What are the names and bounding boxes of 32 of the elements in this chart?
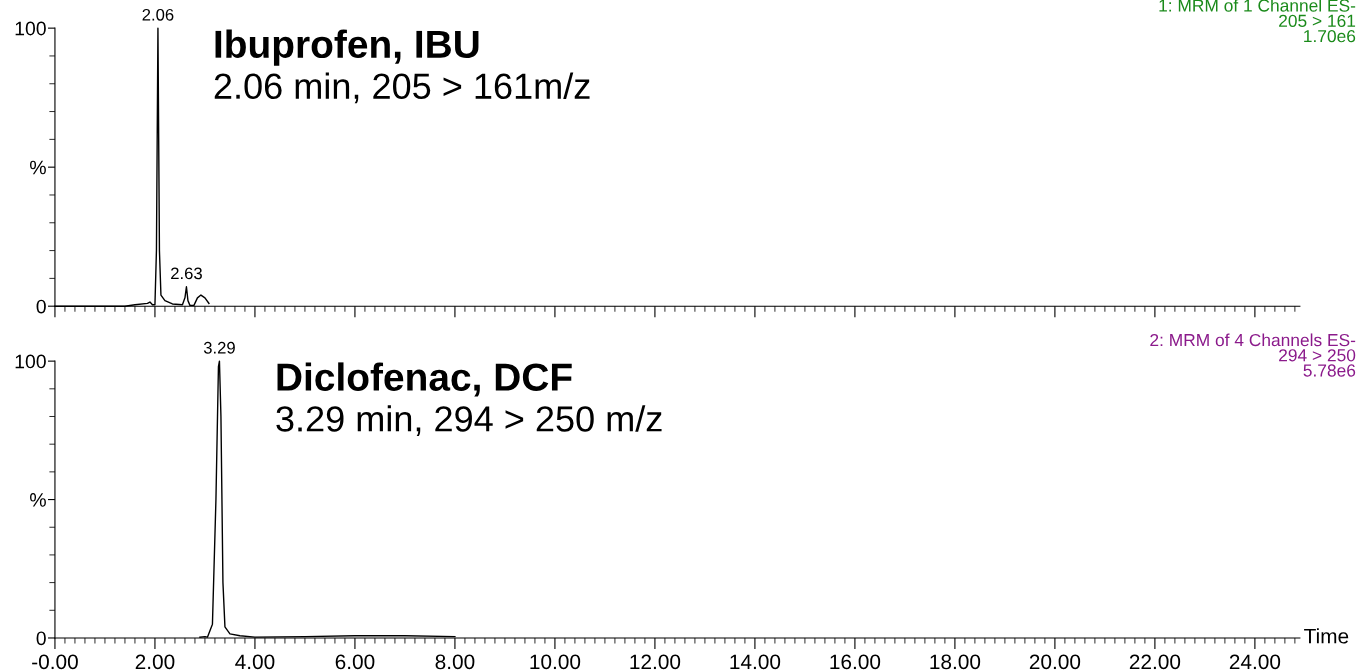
- x-tick-label: 10.00: [530, 654, 581, 670]
- x-tick-label: -0.00: [32, 654, 78, 670]
- annotation: 3.29: [203, 341, 235, 354]
- text: 2.06 min, 205 > 161m/z: [214, 72, 590, 104]
- annotation: 2.06: [142, 8, 174, 21]
- x-tick-label: 18.00: [930, 654, 981, 670]
- annotation: 294 > 250: [1279, 349, 1356, 362]
- x-tick-label: 16.00: [830, 654, 881, 670]
- chart-title: Diclofenac, DCF: [277, 362, 572, 397]
- y-tick-label: 100: [15, 21, 46, 36]
- x-tick-label: 4.00: [235, 654, 275, 670]
- y-tick-label: 0: [36, 299, 46, 314]
- chart-title: Ibuprofen, IBU: [215, 29, 479, 66]
- x-axis-title: Time: [1304, 628, 1349, 644]
- y-tick-label: %: [30, 493, 46, 507]
- y-tick-label: %: [30, 160, 46, 175]
- x-tick-label: 20.00: [1029, 654, 1081, 670]
- x-tick-label: 22.00: [1129, 654, 1181, 670]
- x-tick-label: 24.00: [1229, 654, 1281, 670]
- text: 205 > 161: [1279, 14, 1356, 27]
- x-tick-label: 2.00: [135, 654, 175, 670]
- x-tick-label: 8.00: [435, 654, 475, 670]
- annotation: 2.63: [171, 267, 202, 280]
- y-tick-label: 100: [15, 354, 46, 369]
- x-tick-label: 6.00: [335, 654, 375, 670]
- x-tick-label: 14.00: [730, 654, 781, 670]
- text: 3.29 min, 294 > 250 m/z: [276, 405, 662, 436]
- x-tick-label: 12.00: [630, 654, 681, 670]
- text: 5.78e6: [1303, 364, 1356, 377]
- text: 1.70e6: [1304, 29, 1356, 43]
- y-tick-label: 0: [36, 631, 46, 646]
- text: 2: MRM of 4 Channels ES-: [1150, 333, 1356, 347]
